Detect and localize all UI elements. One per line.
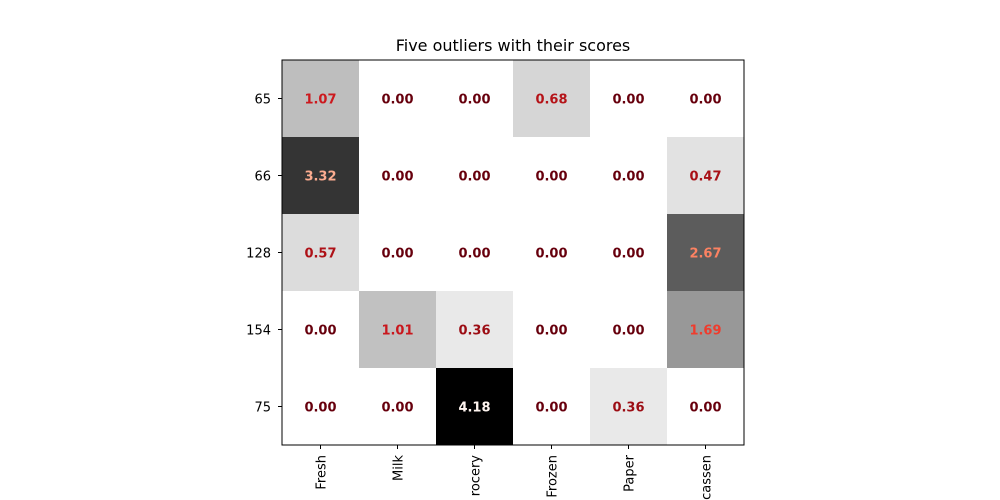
cell-value-label-r1-c3: 0.00 xyxy=(535,170,567,185)
heatmap-cell-r4-c1 xyxy=(359,368,437,446)
heatmap-cell-r4-c4 xyxy=(590,368,668,446)
x-tick-label-1: Milk xyxy=(392,455,407,481)
cell-value-label-r3-c4: 0.00 xyxy=(612,324,644,339)
cell-value-label-r2-c0: 0.57 xyxy=(304,247,336,262)
x-tick-label-2: rocery xyxy=(469,455,484,497)
heatmap-cell-r3-c4 xyxy=(590,291,668,369)
heatmap-cell-r0-c1 xyxy=(359,60,437,138)
cell-value-label-r3-c1: 1.01 xyxy=(381,324,413,339)
y-tick-label-2: 128 xyxy=(246,247,271,262)
x-tick-label-5: cassen xyxy=(700,455,715,500)
cell-value-label-r2-c3: 0.00 xyxy=(535,247,567,262)
cell-value-label-r3-c5: 1.69 xyxy=(689,324,721,339)
cell-value-label-r0-c5: 0.00 xyxy=(689,93,721,108)
cell-value-label-r1-c0: 3.32 xyxy=(304,170,336,185)
cell-value-label-r3-c0: 0.00 xyxy=(304,324,336,339)
heatmap-cell-r0-c2 xyxy=(436,60,514,138)
cell-value-label-r1-c4: 0.00 xyxy=(612,170,644,185)
heatmap-cell-r1-c1 xyxy=(359,137,437,215)
x-tick-label-3: Frozen xyxy=(546,455,561,498)
cell-value-label-r4-c1: 0.00 xyxy=(381,401,413,416)
cell-value-label-r1-c2: 0.00 xyxy=(458,170,490,185)
cell-value-label-r2-c5: 2.67 xyxy=(689,247,721,262)
y-tick-label-4: 75 xyxy=(254,401,271,416)
cell-value-label-r0-c3: 0.68 xyxy=(535,93,567,108)
cell-value-label-r4-c5: 0.00 xyxy=(689,401,721,416)
heatmap-cell-r2-c5 xyxy=(667,214,745,292)
cell-value-label-r0-c0: 1.07 xyxy=(304,93,336,108)
heatmap-cell-r4-c3 xyxy=(513,368,591,446)
plot-frame xyxy=(281,59,745,446)
heatmap-cell-r4-c2 xyxy=(436,368,514,446)
heatmap-cell-r4-c0 xyxy=(282,368,360,446)
heatmap-cell-r2-c0 xyxy=(282,214,360,292)
heatmap-cell-r4-c5 xyxy=(667,368,745,446)
heatmap-cell-r1-c4 xyxy=(590,137,668,215)
heatmap-cell-r3-c5 xyxy=(667,291,745,369)
cell-value-label-r0-c1: 0.00 xyxy=(381,93,413,108)
heatmap-cell-r1-c2 xyxy=(436,137,514,215)
heatmap-cell-r0-c5 xyxy=(667,60,745,138)
cell-value-label-r2-c2: 0.00 xyxy=(458,247,490,262)
y-tick-label-0: 65 xyxy=(254,93,271,108)
heatmap-cell-r3-c0 xyxy=(282,291,360,369)
heatmap-cell-r2-c4 xyxy=(590,214,668,292)
cell-value-label-r4-c4: 0.36 xyxy=(612,401,644,416)
cell-value-label-r4-c3: 0.00 xyxy=(535,401,567,416)
heatmap-cell-r3-c3 xyxy=(513,291,591,369)
chart-title: Five outliers with their scores xyxy=(396,36,631,55)
cell-value-label-r4-c2: 4.18 xyxy=(458,401,490,416)
heatmap-cell-r0-c3 xyxy=(513,60,591,138)
cell-value-label-r4-c0: 0.00 xyxy=(304,401,336,416)
y-tick-label-3: 154 xyxy=(246,324,271,339)
heatmap-cell-r2-c1 xyxy=(359,214,437,292)
x-tick-label-4: Paper xyxy=(623,454,638,491)
heatmap-cell-r3-c2 xyxy=(436,291,514,369)
x-tick-label-0: Fresh xyxy=(315,455,330,490)
cell-value-label-r1-c5: 0.47 xyxy=(689,170,721,185)
heatmap-cell-r0-c0 xyxy=(282,60,360,138)
heatmap-cell-r1-c0 xyxy=(282,137,360,215)
y-tick-label-1: 66 xyxy=(254,170,271,185)
cell-value-label-r2-c1: 0.00 xyxy=(381,247,413,262)
heatmap-cell-r2-c2 xyxy=(436,214,514,292)
cell-value-label-r3-c3: 0.00 xyxy=(535,324,567,339)
cell-value-label-r2-c4: 0.00 xyxy=(612,247,644,262)
cell-value-label-r0-c4: 0.00 xyxy=(612,93,644,108)
heatmap-cell-r1-c3 xyxy=(513,137,591,215)
cell-value-label-r3-c2: 0.36 xyxy=(458,324,490,339)
heatmap-cell-r2-c3 xyxy=(513,214,591,292)
heatmap-cell-r0-c4 xyxy=(590,60,668,138)
cell-value-label-r0-c2: 0.00 xyxy=(458,93,490,108)
cell-value-label-r1-c1: 0.00 xyxy=(381,170,413,185)
heatmap-cell-r1-c5 xyxy=(667,137,745,215)
heatmap-cell-r3-c1 xyxy=(359,291,437,369)
